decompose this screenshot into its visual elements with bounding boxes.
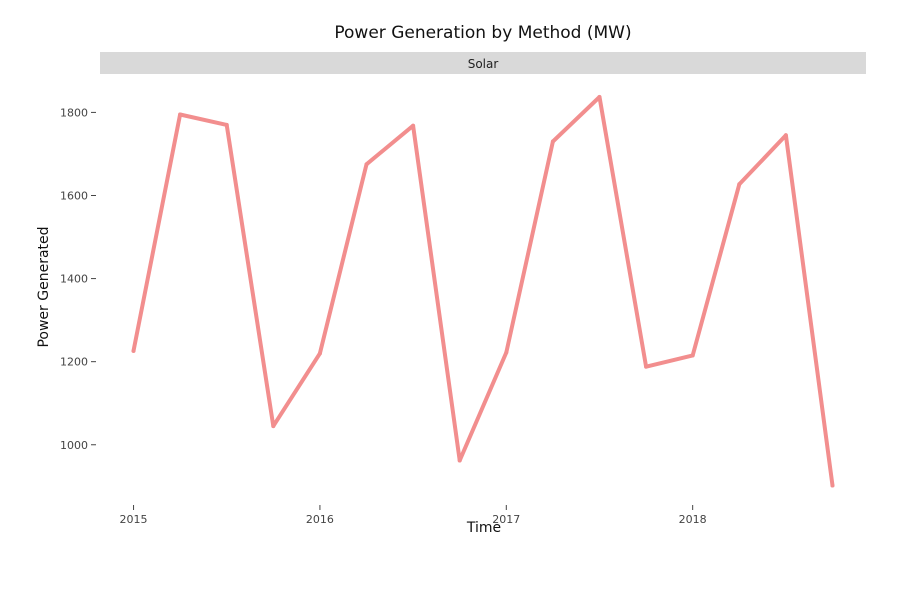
series-layer (131, 95, 835, 488)
y-tick-label: 1200 (60, 356, 88, 369)
data-point (830, 483, 835, 488)
data-point (783, 133, 788, 138)
x-tick-label: 2016 (306, 513, 334, 526)
x-axis: 2015 2016 2017 2018 (120, 505, 707, 526)
x-tick-label: 2018 (679, 513, 707, 526)
data-point (131, 348, 136, 353)
data-point (364, 162, 369, 167)
data-point (737, 182, 742, 187)
data-point (550, 139, 555, 144)
y-tick-label: 1000 (60, 439, 88, 452)
data-point (224, 122, 229, 127)
data-point (690, 353, 695, 358)
data-point (271, 424, 276, 429)
data-point (644, 364, 649, 369)
data-point (411, 123, 416, 128)
data-point (178, 112, 183, 117)
y-tick-label: 1400 (60, 273, 88, 286)
x-axis-label: Time (466, 520, 501, 536)
y-tick-label: 1800 (60, 106, 88, 119)
y-axis-label: Power Generated (36, 226, 52, 347)
series-line (131, 95, 835, 488)
y-axis: 1000 1200 1400 1600 1800 (60, 106, 96, 452)
chart-title: Power Generation by Method (MW) (334, 23, 631, 43)
data-point (597, 95, 602, 100)
facet-strip (100, 52, 866, 74)
x-tick-label: 2015 (120, 513, 148, 526)
x-tick-label: 2017 (492, 513, 520, 526)
data-point (457, 458, 462, 463)
data-point (317, 351, 322, 356)
y-tick-label: 1600 (60, 189, 88, 202)
facet-label: Solar (468, 57, 499, 71)
data-point (504, 350, 509, 355)
